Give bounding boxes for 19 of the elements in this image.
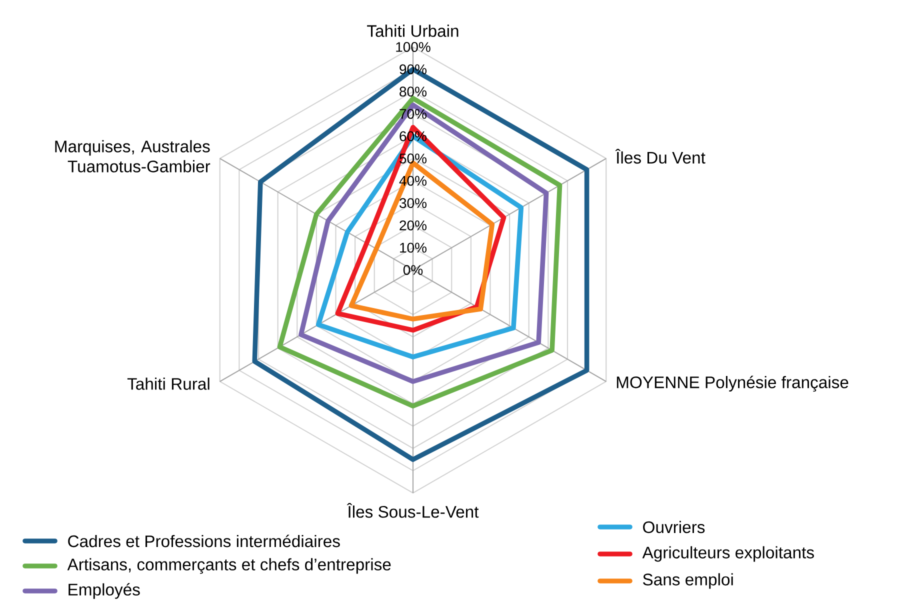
y-tick-label: 30% — [400, 198, 426, 208]
legend-label: Artisans, commerçants et chefs d’entreprise — [67, 558, 391, 574]
spoke-label: Îles Sous-Le-Vent — [346, 503, 479, 518]
y-tick-label: 0% — [403, 265, 423, 275]
legend-label: Sans emploi — [643, 573, 733, 589]
y-tick-label: 60% — [400, 131, 426, 142]
spoke-label: Tahiti Rural — [127, 378, 210, 390]
spoke-label: Marquises, Australes Tuamotus-Gambier — [55, 140, 210, 172]
spoke-label: Tahiti Urbain — [367, 24, 458, 37]
y-tick-label: 100% — [396, 42, 430, 52]
legend-label: Ouvriers — [643, 520, 705, 534]
spoke-label: MOYENNE Polynésie française — [616, 376, 848, 392]
y-tick-label: 80% — [400, 86, 426, 97]
y-tick-label: 10% — [400, 242, 426, 253]
legend-label: Agriculteurs exploitants — [642, 546, 814, 562]
legend-label: Cadres et Professions intermédiaires — [68, 534, 340, 548]
y-tick-label: 20% — [400, 220, 426, 230]
spoke-label: Îles Du Vent — [615, 148, 706, 164]
legend-label: Employés — [68, 583, 140, 599]
